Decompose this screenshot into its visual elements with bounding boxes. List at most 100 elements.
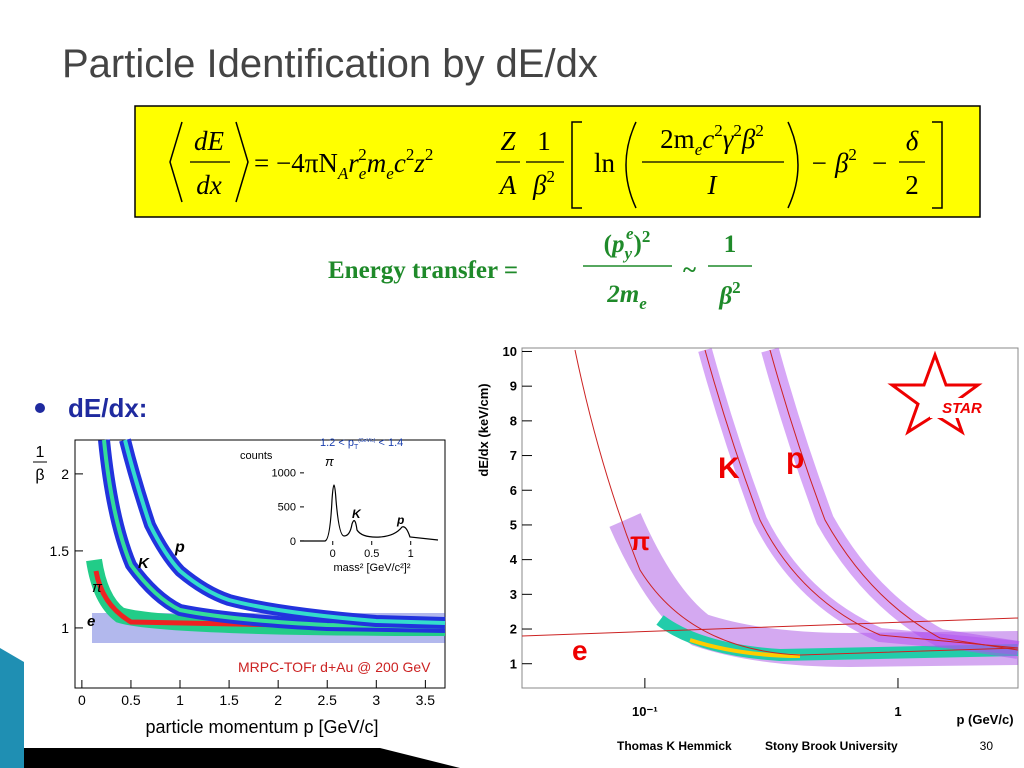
formula-text: β2 (532, 167, 555, 200)
formula-text: δ (906, 126, 919, 156)
formula-text: 2 (905, 170, 919, 200)
x-tick-label: 1 (894, 704, 901, 719)
bullet-text: dE/dx: (68, 393, 147, 423)
footer-page: 30 (980, 739, 994, 753)
formula-part: e (626, 224, 634, 243)
y-axis-label: 1 (36, 444, 45, 461)
approx-sign: ~ (683, 257, 696, 284)
y-tick-label: 9 (510, 379, 517, 394)
proton-band (123, 439, 446, 625)
kaon-curve (704, 349, 1019, 649)
species-label: p (786, 442, 804, 475)
y-tick-label: 2 (510, 622, 517, 637)
formula-part: 2 (732, 278, 741, 297)
slide-title: Particle Identification by dE/dx (62, 42, 598, 86)
energy-label: Energy transfer = (328, 257, 518, 284)
y-tick-label: 7 (510, 448, 517, 463)
x-axis-label: particle momentum p [GeV/c] (145, 717, 378, 737)
formula-text: dx (196, 170, 222, 200)
tof-plot: π K p e MRPC-TOFr d+Au @ 200 GeV 1 β par… (24, 436, 459, 746)
dedx-plot: K p π e STAR dE/dx (keV/cm) p (GeV/c) 1 2… (476, 344, 1020, 727)
y-axis-label: β (35, 467, 44, 484)
formula-part: 2 (546, 167, 555, 186)
logo-text: STAR (942, 400, 982, 417)
inset-background (300, 447, 438, 545)
formula-part: z (413, 148, 425, 178)
formula-part: 2 (733, 121, 742, 140)
formula-part: 2 (848, 145, 857, 164)
y-tick-label: 8 (510, 413, 517, 428)
electron-curve (521, 617, 1019, 637)
species-label: K (718, 452, 740, 485)
x-tick-label: 1.5 (219, 692, 239, 708)
formula-part: 2 (714, 121, 723, 140)
energy-rhs-denominator: β2 (718, 278, 740, 310)
pion-core (689, 638, 801, 658)
y-tick-label: 10 (503, 344, 517, 359)
x-tick-label: 2 (274, 692, 282, 708)
formula-part: c (702, 124, 714, 154)
species-label: e (87, 613, 95, 630)
y-tick-label: 1000 (272, 468, 296, 480)
formula-part: e (386, 164, 394, 183)
square-brackets (571, 121, 943, 209)
species-label: π (630, 526, 650, 556)
inset-title: 1.2 < pT(GeV/c) < 1.4 (320, 437, 403, 451)
formula-text: − β2 (810, 145, 857, 178)
formula-part: A (337, 164, 349, 183)
y-axis-label: dE/dx (keV/cm) (476, 383, 491, 476)
formula-part: 2 (425, 145, 434, 164)
formula-part: 2m (606, 281, 639, 308)
inset-title-part: 1.2 < p (320, 437, 354, 449)
inset-species: K (352, 507, 362, 521)
x-tick-label: 0.5 (364, 548, 379, 560)
formula-text: ln (594, 148, 616, 178)
x-tick-label: 0 (330, 548, 336, 560)
footer-affiliation: Stony Brook University (765, 739, 898, 753)
inset-title-part: (GeV/c) (358, 438, 376, 444)
inset-title-part: < 1.4 (375, 437, 403, 449)
energy-rhs-numerator: 1 (724, 231, 737, 258)
energy-denominator: 2me (606, 281, 647, 313)
formula-text: 2mec2γ2β2 (660, 121, 764, 159)
bullet-dot (35, 403, 45, 413)
species-label: π (92, 579, 103, 596)
formula-part: 2 (406, 145, 415, 164)
formula-part: e (695, 140, 703, 159)
x-tick-label: 3.5 (416, 692, 436, 708)
kaon-band (102, 439, 446, 629)
x-tick-label: 1 (408, 548, 414, 560)
species-label: p (174, 539, 185, 556)
formula-part: 2 (358, 145, 367, 164)
x-tick-label: 2.5 (317, 692, 337, 708)
formula-part: β (718, 283, 732, 310)
formula-part: c (394, 148, 406, 178)
formula-part: 2 (755, 121, 764, 140)
formula-text: I (707, 170, 719, 200)
formula-part: 2m (660, 124, 695, 154)
formula-text: − (872, 148, 887, 178)
formula-part: e (639, 294, 647, 313)
x-axis-label: p (GeV/c) (956, 712, 1013, 727)
y-tick-label: 6 (510, 483, 517, 498)
y-tick-label: 1.5 (50, 543, 70, 559)
formula-part: m (367, 148, 387, 178)
formula-part: β (532, 170, 547, 200)
formula-part: β (741, 124, 756, 154)
y-tick-label: 3 (510, 587, 517, 602)
formula-text: dE (194, 126, 225, 156)
formula-part: p (610, 231, 625, 258)
angle-brackets (169, 121, 249, 203)
x-tick-label: 3 (372, 692, 380, 708)
energy-numerator: (pye)2 (604, 224, 651, 263)
pion-curve (574, 349, 1019, 656)
footer-bar (24, 748, 460, 768)
y-tick-label: 500 (278, 502, 296, 514)
y-tick-label: 0 (290, 536, 296, 548)
inset-species: p (396, 513, 404, 527)
inset-species: π (325, 454, 334, 469)
formula-part: y (622, 244, 632, 263)
formula-text: = −4πNAre2mec2z2 (254, 145, 433, 183)
formula-part: ( (604, 231, 612, 258)
